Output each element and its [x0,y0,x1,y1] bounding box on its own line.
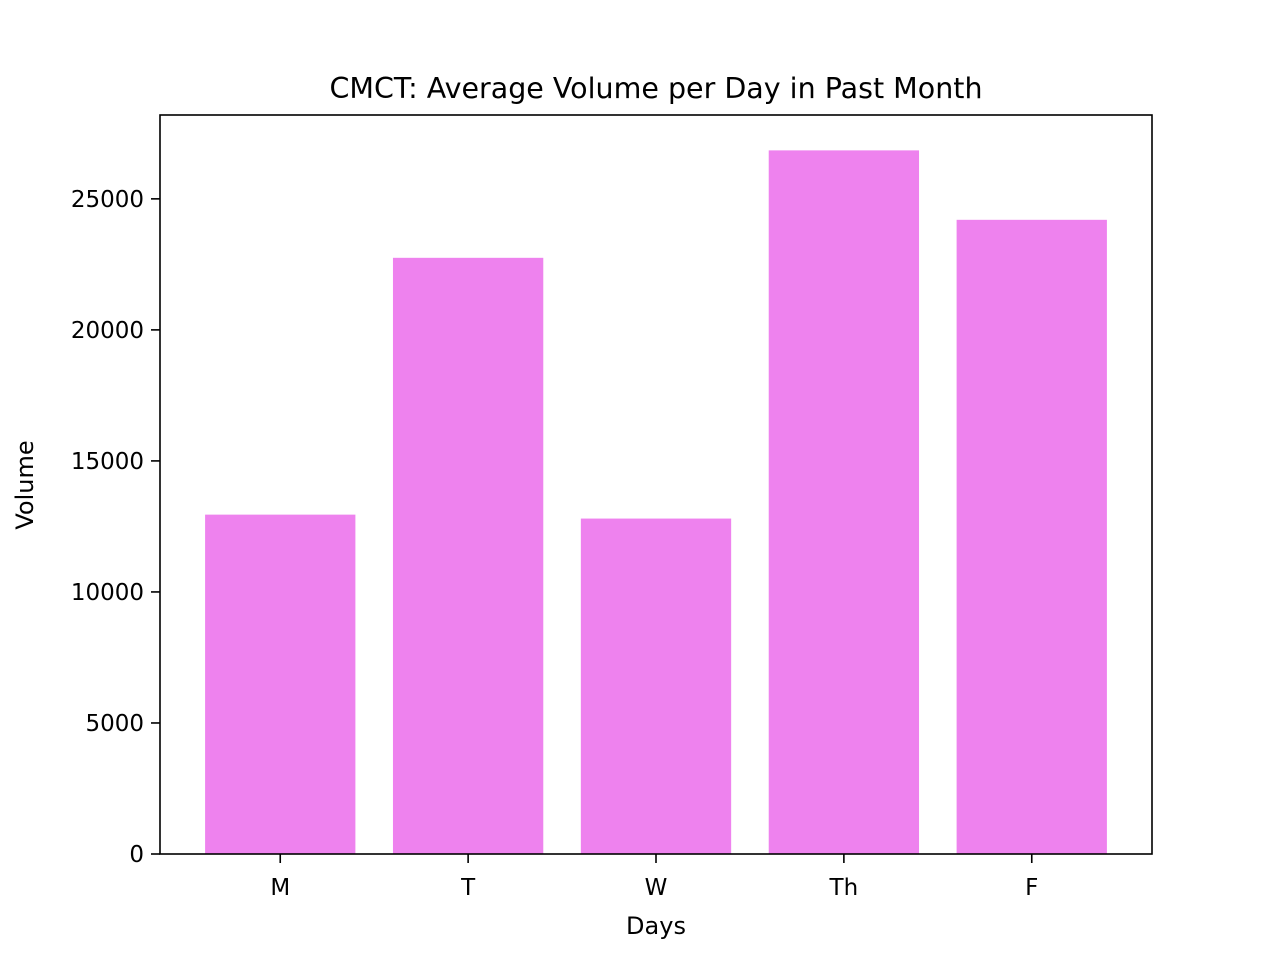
y-tick-label: 25000 [71,187,144,213]
x-tick-label-f: F [1025,875,1038,901]
y-axis: 0 5000 10000 15000 20000 25000 [71,187,160,868]
x-tick-label-w: W [645,875,668,901]
bar-f [956,219,1107,854]
x-axis-label: Days [626,912,686,940]
y-tick-label: 0 [129,842,144,868]
bar-w [580,518,732,854]
bar-m [205,514,356,854]
bar-th [768,150,920,854]
x-tick-label-th: Th [829,875,859,901]
x-axis: M T W Th F [270,854,1038,901]
y-tick-label: 5000 [85,711,144,737]
x-tick-label-t: T [460,875,476,901]
y-tick-label: 20000 [71,318,144,344]
chart-title: CMCT: Average Volume per Day in Past Mon… [329,72,982,105]
bars-layer [205,150,1107,854]
y-tick-label: 10000 [71,580,144,606]
y-tick-label: 15000 [71,449,144,475]
y-axis-label: Volume [11,440,39,529]
x-tick-label-m: M [270,875,290,901]
bar-t [392,257,544,854]
